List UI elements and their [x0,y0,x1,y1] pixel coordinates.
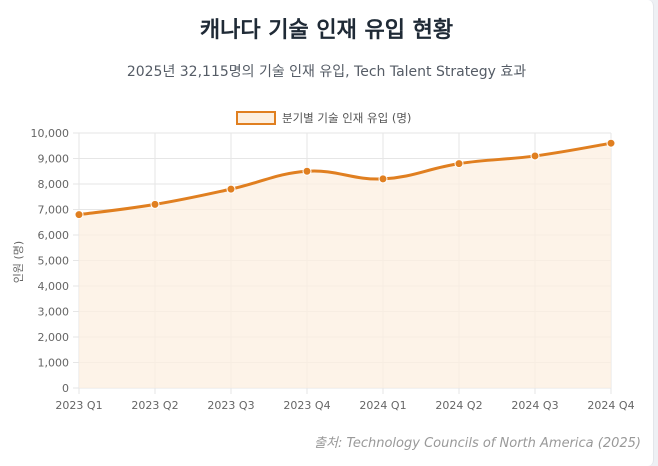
y-tick-label: 10,000 [31,127,70,140]
data-point [454,159,464,169]
y-tick-label: 9,000 [38,153,70,166]
data-point [74,210,84,220]
x-tick-label: 2023 Q1 [55,399,102,412]
x-tick-label: 2023 Q3 [207,399,254,412]
page-title: 캐나다 기술 인재 유입 현황 [199,18,454,43]
data-point [530,151,540,161]
y-tick-label: 0 [62,382,69,395]
x-tick-label: 2024 Q4 [587,399,634,412]
x-tick-label: 2024 Q1 [359,399,406,412]
line-chart: 0 1,000 2,000 3,000 4,000 5,000 6,000 7,000 8,00… [12,127,635,412]
x-tick-label: 2023 Q4 [283,399,330,412]
y-tick-label: 6,000 [38,229,70,242]
y-tick-label: 2,000 [38,331,70,344]
legend-swatch [236,111,276,125]
x-tick-label: 2024 Q2 [435,399,482,412]
legend-label: 분기별 기술 인재 유입 (명) [282,111,412,125]
data-point [150,199,160,209]
series-line [78,141,612,217]
y-tick-label: 7,000 [38,204,70,217]
data-point [302,166,312,176]
y-tick-label: 4,000 [38,280,70,293]
data-point [378,174,388,184]
x-axis-ticks: 2023 Q1 2023 Q2 2023 Q3 2023 Q4 2024 Q1 2024 … [55,399,634,412]
data-point [226,184,236,194]
series-area-fill [79,143,611,388]
x-tick-label: 2024 Q3 [511,399,558,412]
y-tick-label: 1,000 [38,357,70,370]
y-tick-label: 5,000 [38,255,70,268]
data-points [74,138,616,220]
source-note: 출처: Technology Councils of North America… [314,436,641,451]
data-point [606,138,616,148]
y-tick-label: 3,000 [38,306,70,319]
y-axis-ticks: 0 1,000 2,000 3,000 4,000 5,000 6,000 7,000 8,00… [31,127,70,395]
x-tick-label: 2023 Q2 [131,399,178,412]
chart-legend[interactable]: 분기별 기술 인재 유입 (명) [236,110,411,126]
y-axis-label: 인원 (명) [12,241,25,283]
page-subtitle: 2025년 32,115명의 기술 인재 유입, Tech Talent Str… [126,64,527,80]
y-tick-label: 8,000 [38,178,70,191]
